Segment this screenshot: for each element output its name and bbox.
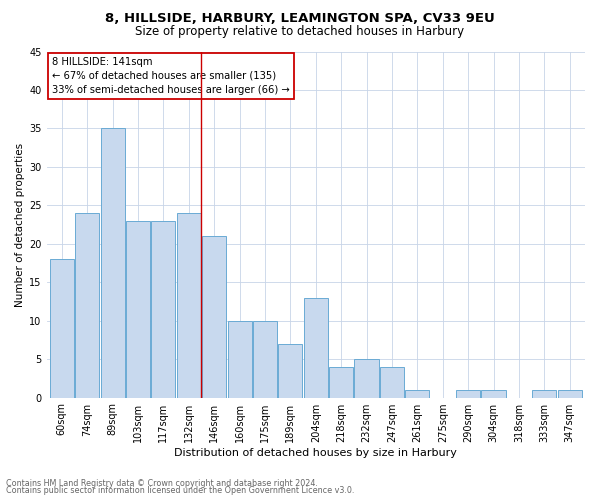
Bar [253, 320, 277, 398]
Bar [380, 367, 404, 398]
Bar [151, 220, 175, 398]
Bar [50, 259, 74, 398]
Bar [557, 390, 582, 398]
Y-axis label: Number of detached properties: Number of detached properties [15, 142, 25, 306]
Bar [355, 359, 379, 398]
Bar [101, 128, 125, 398]
Bar [227, 320, 251, 398]
Text: Contains HM Land Registry data © Crown copyright and database right 2024.: Contains HM Land Registry data © Crown c… [6, 478, 318, 488]
Bar [456, 390, 480, 398]
Bar [126, 220, 150, 398]
Bar [304, 298, 328, 398]
Text: 8 HILLSIDE: 141sqm
← 67% of detached houses are smaller (135)
33% of semi-detach: 8 HILLSIDE: 141sqm ← 67% of detached hou… [52, 56, 290, 94]
Text: Contains public sector information licensed under the Open Government Licence v3: Contains public sector information licen… [6, 486, 355, 495]
Bar [75, 213, 99, 398]
Bar [532, 390, 556, 398]
Bar [278, 344, 302, 398]
X-axis label: Distribution of detached houses by size in Harbury: Distribution of detached houses by size … [175, 448, 457, 458]
Bar [481, 390, 506, 398]
Bar [329, 367, 353, 398]
Text: 8, HILLSIDE, HARBURY, LEAMINGTON SPA, CV33 9EU: 8, HILLSIDE, HARBURY, LEAMINGTON SPA, CV… [105, 12, 495, 26]
Bar [177, 213, 201, 398]
Bar [202, 236, 226, 398]
Text: Size of property relative to detached houses in Harbury: Size of property relative to detached ho… [136, 25, 464, 38]
Bar [405, 390, 430, 398]
